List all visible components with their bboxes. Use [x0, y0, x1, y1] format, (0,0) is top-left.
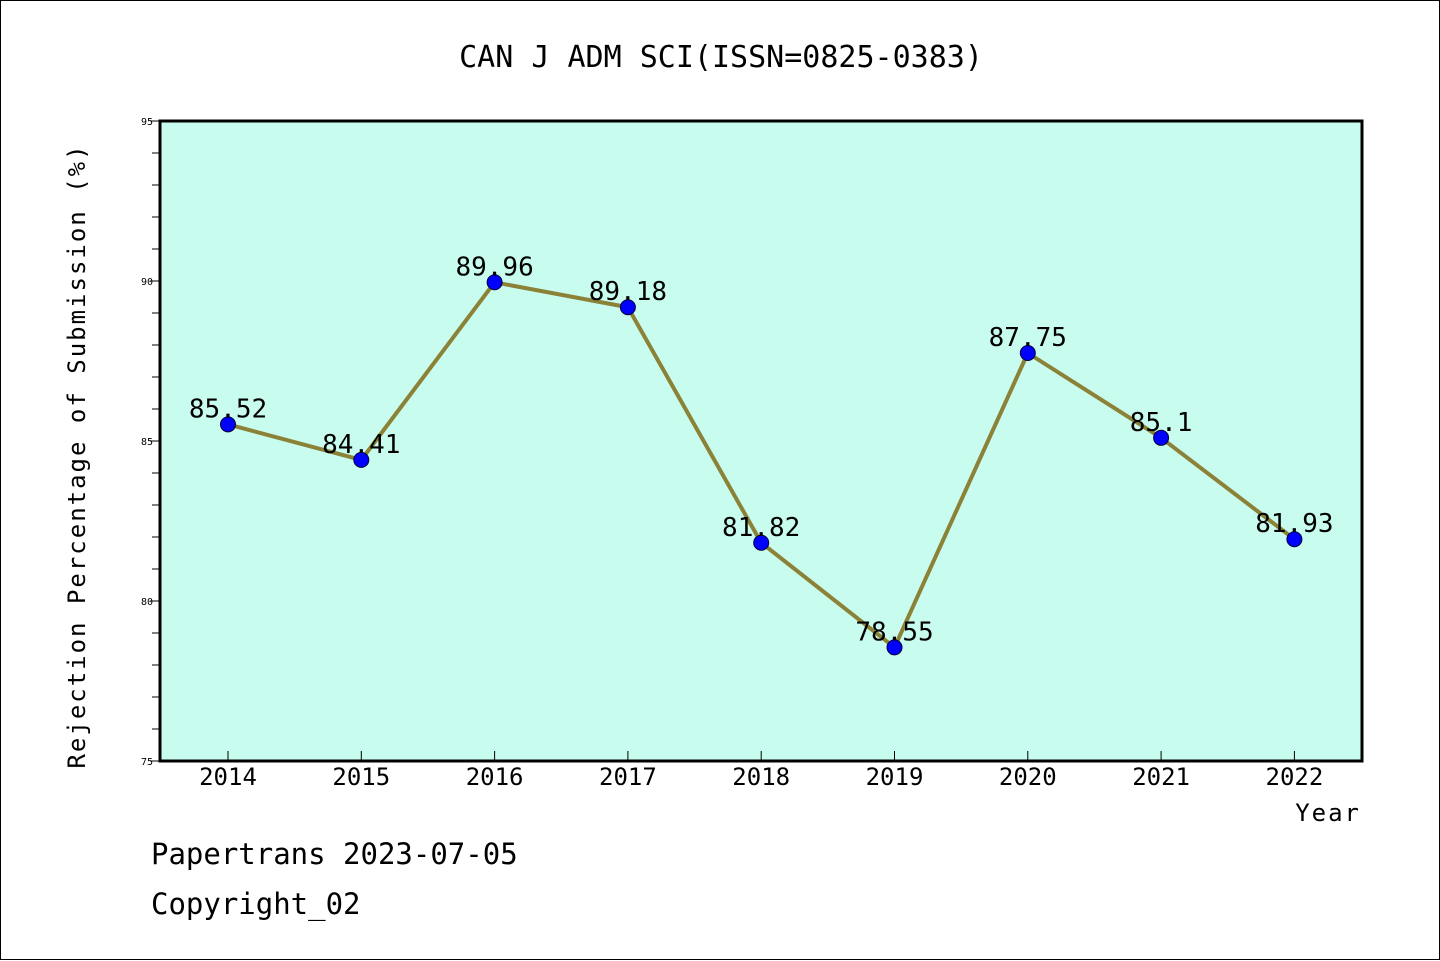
x-tick-label: 2016	[466, 763, 524, 791]
y-tick-label: 80	[141, 597, 153, 608]
data-point	[753, 534, 770, 551]
data-label: 85.1	[1130, 408, 1193, 438]
data-label: 89.18	[589, 277, 667, 307]
footer-copyright: Copyright_02	[151, 887, 361, 922]
y-axis-label: Rejection Percentage of Submission (%)	[63, 143, 91, 768]
y-tick-label: 95	[141, 117, 153, 128]
data-point	[486, 274, 503, 291]
data-label: 81.82	[722, 513, 800, 543]
x-tick-label: 2015	[332, 763, 390, 791]
y-tick-label: 85	[141, 437, 153, 448]
x-tick-label: 2021	[1132, 763, 1190, 791]
data-label: 87.75	[989, 323, 1067, 353]
x-tick-label: 2020	[999, 763, 1057, 791]
x-axis-label: Year	[1295, 799, 1361, 827]
x-tick-label: 2014	[199, 763, 257, 791]
data-label: 89.96	[455, 252, 533, 282]
data-point	[619, 299, 636, 316]
data-label: 81.93	[1255, 509, 1333, 539]
data-point	[886, 639, 903, 656]
data-point	[220, 416, 236, 433]
data-point	[1286, 531, 1303, 548]
data-point	[353, 451, 370, 468]
x-tick-label: 2019	[866, 763, 924, 791]
data-point	[1019, 345, 1036, 361]
footer-date: Papertrans 2023-07-05	[151, 837, 518, 871]
x-tick-label: 2018	[732, 763, 790, 791]
plot-border	[158, 119, 1364, 763]
data-label: 78.55	[855, 617, 933, 647]
data-label: 85.52	[189, 394, 267, 424]
x-tick-label: 2022	[1266, 763, 1324, 791]
x-tick-label: 2017	[599, 763, 657, 791]
data-point	[1153, 429, 1170, 446]
y-tick-label: 90	[141, 277, 153, 288]
y-tick-label: 75	[141, 757, 153, 768]
chart-title: CAN J ADM SCI(ISSN=0825-0383)	[459, 40, 983, 75]
data-label: 84.41	[322, 430, 400, 460]
